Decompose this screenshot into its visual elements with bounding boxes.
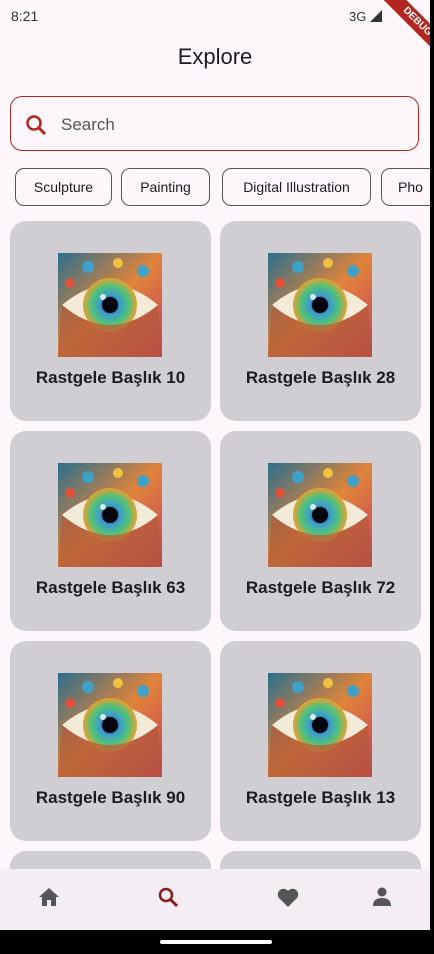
card-title: Rastgele Başlık 28 (245, 368, 396, 387)
card[interactable]: Rastgele Başlık 72 (220, 431, 421, 631)
filter-chip[interactable]: Digital Illustration (222, 168, 371, 206)
profile-icon[interactable] (371, 886, 393, 908)
card-image (58, 253, 162, 357)
card-image (58, 673, 162, 777)
card[interactable]: Rastgele Başlık 90 (10, 641, 211, 841)
card[interactable]: Rastgele Başlık 10 (10, 221, 211, 421)
bottom-nav (0, 869, 430, 930)
signal-icon (370, 10, 382, 22)
card-image (268, 253, 372, 357)
card-image (268, 673, 372, 777)
card-title: Rastgele Başlık 10 (35, 368, 186, 387)
card-title: Rastgele Başlık 72 (245, 578, 396, 597)
card-title: Rastgele Başlık 63 (35, 578, 186, 597)
status-network: 3G (349, 9, 367, 24)
search-tab-icon[interactable] (157, 886, 179, 908)
page-title: Explore (177, 44, 253, 69)
card-image (58, 463, 162, 567)
card[interactable]: Rastgele Başlık 28 (220, 221, 421, 421)
card-title: Rastgele Başlık 13 (245, 788, 396, 807)
card-image (268, 463, 372, 567)
favorites-icon[interactable] (276, 886, 300, 908)
screen: 8:21 3G Explore Search Sculpture Painting… (0, 0, 430, 930)
home-icon[interactable] (38, 886, 60, 908)
filter-chip[interactable]: Sculpture (15, 168, 112, 206)
card-title: Rastgele Başlık 90 (35, 788, 186, 807)
home-indicator (160, 940, 272, 944)
filter-chip[interactable]: Painting (121, 168, 210, 206)
filter-chip[interactable]: Pho (381, 168, 430, 206)
search-field[interactable]: Search (10, 96, 419, 151)
search-icon (26, 115, 47, 136)
status-time: 8:21 (11, 8, 39, 24)
search-placeholder: Search (61, 115, 115, 134)
card[interactable]: Rastgele Başlık 63 (10, 431, 211, 631)
card[interactable]: Rastgele Başlık 13 (220, 641, 421, 841)
